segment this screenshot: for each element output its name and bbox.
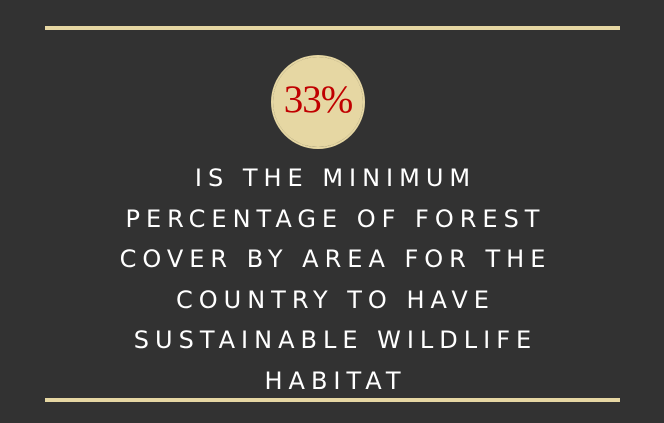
statement-line-1: IS THE MINIMUM — [194, 164, 477, 192]
statement-text: IS THE MINIMUM PERCENTAGE OF FOREST COVE… — [45, 158, 620, 401]
percentage-badge: 33% — [271, 55, 365, 149]
statement-line-4: COUNTRY TO HAVE — [176, 285, 495, 314]
statement-line-6: HABITAT — [264, 366, 407, 395]
statement-line-2: PERCENTAGE OF FOREST — [125, 204, 546, 233]
badge-ring — [271, 55, 365, 149]
statement-line-5: SUSTAINABLE WILDLIFE — [133, 326, 538, 354]
statement-line-3: COVER BY AREA FOR THE — [119, 245, 552, 273]
bottom-divider — [45, 398, 620, 402]
top-divider — [45, 26, 620, 30]
badge-circle: 33% — [275, 59, 361, 145]
percentage-value: 33% — [283, 77, 353, 121]
